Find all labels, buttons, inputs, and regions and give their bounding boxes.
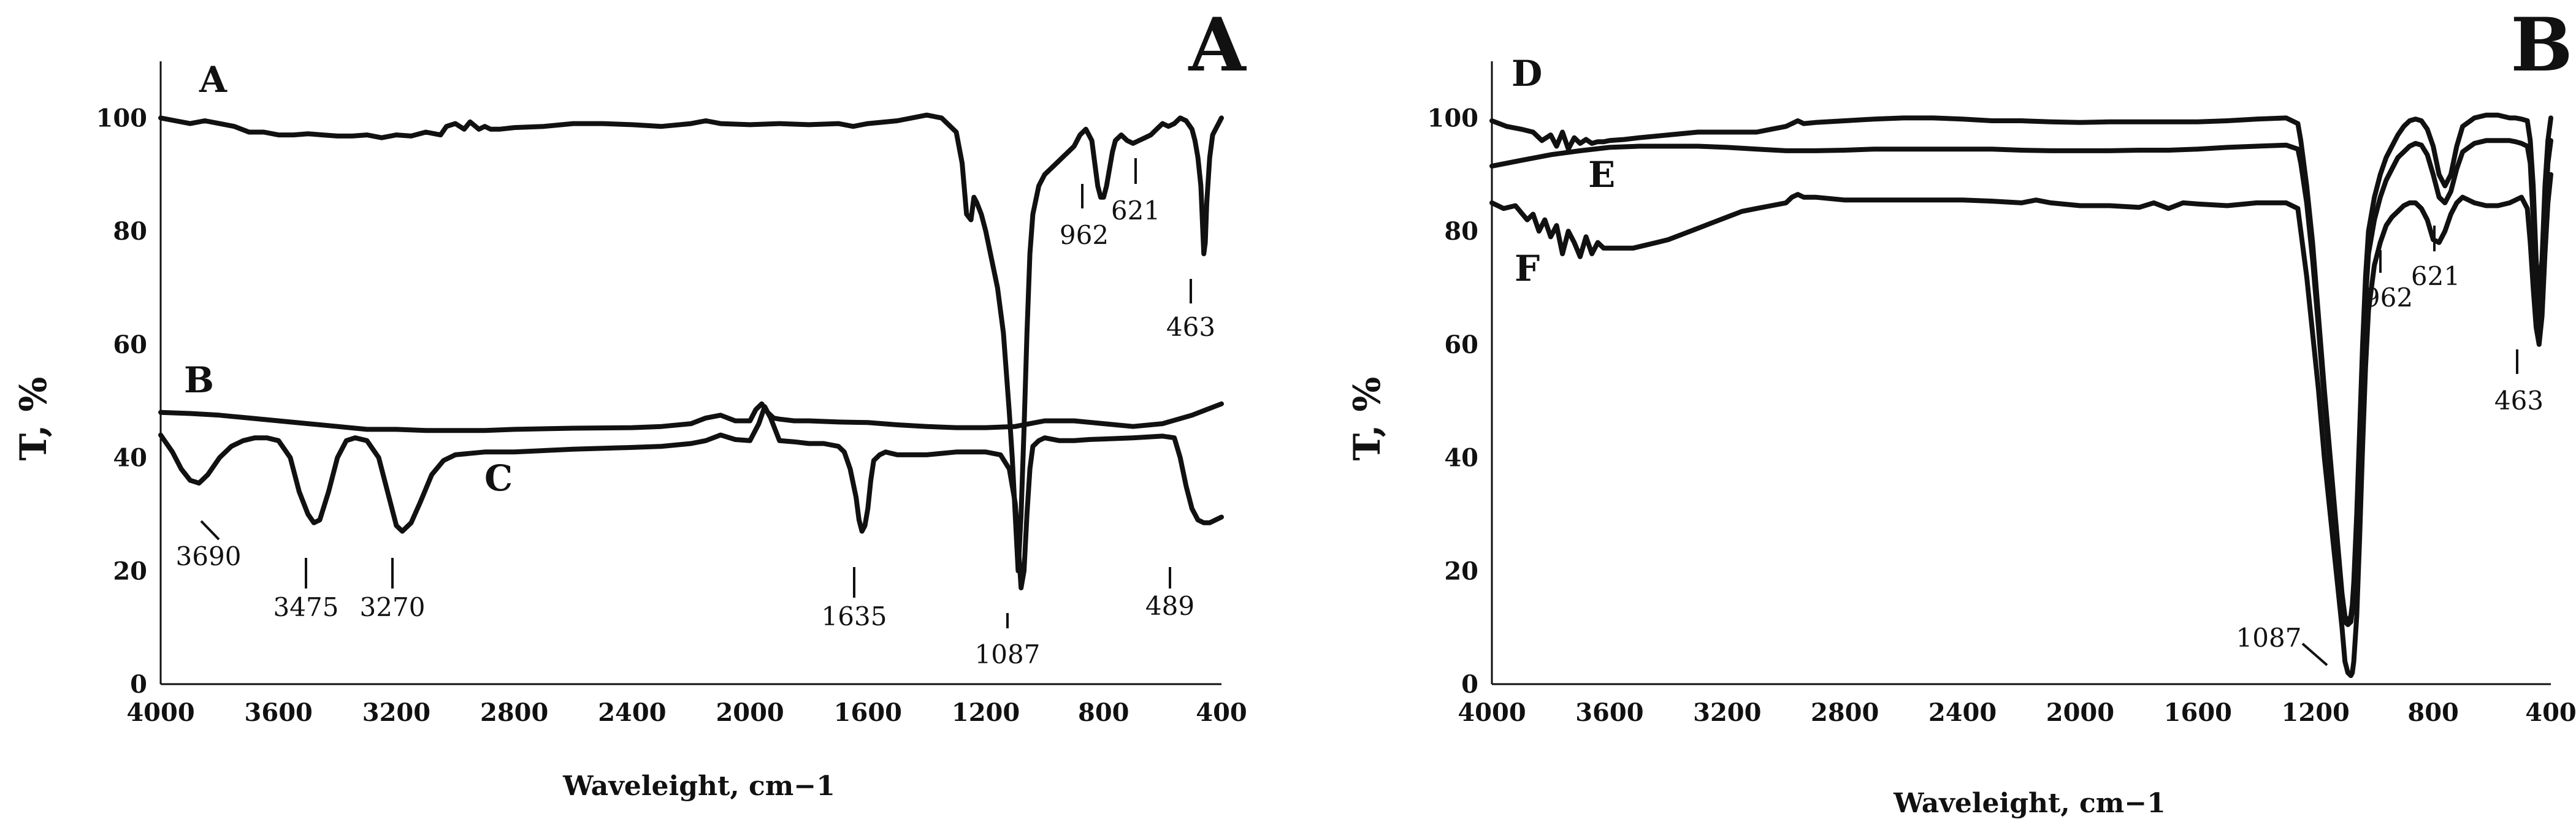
annotation-3475: 3475: [273, 592, 339, 622]
x-tick-label: 3600: [1575, 698, 1643, 727]
series-line-b: [158, 401, 1224, 433]
x-tick-label: 1200: [952, 698, 1020, 727]
annotation-1635: 1635: [822, 601, 887, 631]
y-tick-label: 80: [1444, 217, 1478, 246]
panel-b-axes: [1491, 61, 2551, 685]
x-tick-label: 400: [1196, 698, 1247, 727]
annotation-489: 489: [1145, 591, 1194, 621]
series-line-a: [158, 112, 1224, 574]
y-tick-label: 100: [96, 104, 148, 132]
x-tick-label: 3200: [1693, 698, 1761, 727]
annotation-1087: 1087: [975, 639, 1041, 669]
y-tick-label: 0: [130, 670, 147, 699]
y-tick-label: 100: [1428, 104, 1479, 132]
y-tick-label: 40: [1444, 444, 1478, 473]
panel-b-letter: B: [2510, 2, 2572, 88]
x-tick-label: 2000: [716, 698, 784, 727]
panel-a-series: [158, 112, 1224, 590]
annotation-621: 621: [1111, 196, 1160, 226]
x-tick-label: 1200: [2282, 698, 2350, 727]
curve-label-d: D: [1512, 53, 1542, 94]
series-line-d: [1489, 112, 2553, 625]
y-tick-label: 80: [113, 217, 147, 246]
panel-b: B 4000 3600 3200 2800 2400 2000 1600 1200 800 400…: [1346, 2, 2576, 819]
y-tick-label: 20: [1444, 557, 1478, 585]
curve-label-c: C: [484, 457, 513, 499]
annotation-1087-b: 1087: [2236, 623, 2302, 653]
x-tick-label: 2400: [598, 698, 666, 727]
y-tick-label: 40: [113, 444, 147, 473]
x-tick-label: 3600: [245, 698, 313, 727]
series-line-c: [158, 404, 1224, 590]
x-tick-label: 1600: [2164, 698, 2232, 727]
panel-b-series: [1489, 112, 2553, 679]
panel-a-letter: A: [1188, 2, 1247, 88]
y-tick-label: 20: [113, 557, 147, 585]
panel-a-axes: [159, 61, 1221, 685]
panel-a-peak-annotations: 3690 3475 3270 1635 1087 489 962 621 463: [176, 158, 1215, 669]
annotation-463-b: 463: [2494, 386, 2544, 416]
y-tick-label: 60: [1444, 330, 1478, 359]
x-tick-label: 1600: [834, 698, 902, 727]
series-line-f: [1489, 172, 2553, 679]
panel-b-x-axis-title: Waveleight, cm−1: [1893, 788, 2166, 819]
annotation-463: 463: [1166, 312, 1215, 342]
annotation-3690: 3690: [176, 541, 242, 571]
annotation-621-b: 621: [2411, 261, 2460, 291]
x-tick-label: 3200: [362, 698, 430, 727]
x-tick-label: 4000: [1458, 698, 1526, 727]
panel-a: A 4000 3600 3200 2800 2400 2000 1600 1200 800 400…: [12, 2, 1247, 802]
panel-a-y-axis-title: T, %: [12, 377, 55, 461]
curve-label-a: A: [199, 59, 227, 101]
x-tick-label: 800: [1078, 698, 1129, 727]
x-tick-label: 2800: [480, 698, 548, 727]
annotation-962: 962: [1060, 220, 1109, 250]
panel-b-y-axis-title: T, %: [1346, 377, 1389, 461]
curve-label-b: B: [184, 359, 214, 401]
annotation-3270: 3270: [360, 592, 426, 622]
y-tick-label: 60: [113, 330, 147, 359]
panel-a-x-axis-title: Waveleight, cm−1: [562, 771, 835, 802]
x-tick-label: 800: [2407, 698, 2459, 727]
x-tick-label: 4000: [126, 698, 194, 727]
annotation-962-b: 962: [2364, 283, 2413, 313]
curve-label-f: F: [1515, 248, 1540, 289]
series-line-e: [1489, 138, 2553, 627]
x-tick-label: 2800: [1811, 698, 1879, 727]
panel-b-peak-annotations: 962 621 463 1087: [2236, 226, 2544, 666]
y-tick-label: 0: [1461, 670, 1478, 699]
x-tick-label: 400: [2525, 698, 2576, 727]
curve-label-e: E: [1588, 154, 1615, 196]
x-tick-label: 2400: [1928, 698, 1997, 727]
panel-a-ticks: 4000 3600 3200 2800 2400 2000 1600 1200 800 40002…: [96, 104, 1247, 727]
x-tick-label: 2000: [2046, 698, 2114, 727]
panel-b-ticks: 4000 3600 3200 2800 2400 2000 1600 1200 800 40002…: [1428, 104, 2576, 727]
